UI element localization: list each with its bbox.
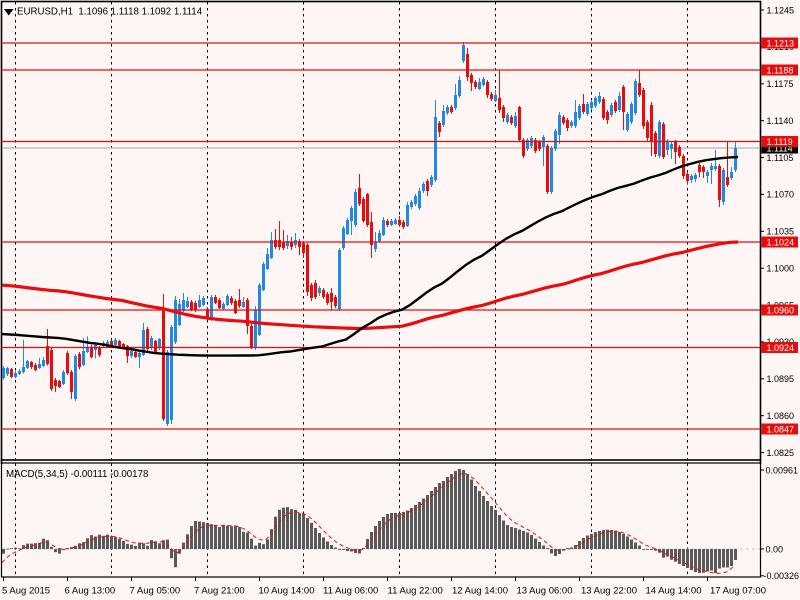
svg-text:1.1188: 1.1188 [767, 65, 794, 75]
svg-text:1.0825: 1.0825 [767, 448, 795, 458]
svg-text:1.1024: 1.1024 [767, 237, 795, 247]
svg-text:1.0960: 1.0960 [767, 305, 795, 315]
svg-text:1.0895: 1.0895 [767, 374, 795, 384]
svg-text:1.1070: 1.1070 [767, 190, 795, 200]
svg-text:1.1000: 1.1000 [767, 264, 795, 274]
svg-text:13 Aug 06:00: 13 Aug 06:00 [517, 586, 573, 597]
svg-text:17 Aug 07:00: 17 Aug 07:00 [710, 586, 766, 597]
svg-text:1.0924: 1.0924 [767, 343, 795, 353]
svg-text:0.00: 0.00 [766, 544, 784, 554]
svg-text:0.00961: 0.00961 [766, 465, 799, 475]
svg-text:6 Aug 13:00: 6 Aug 13:00 [65, 586, 116, 597]
svg-text:11 Aug 06:00: 11 Aug 06:00 [323, 586, 378, 597]
svg-text:13 Aug 22:00: 13 Aug 22:00 [581, 586, 637, 597]
svg-text:7 Aug 05:00: 7 Aug 05:00 [130, 586, 181, 597]
svg-text:-0.00326: -0.00326 [764, 571, 800, 581]
svg-text:12 Aug 14:00: 12 Aug 14:00 [452, 586, 508, 597]
svg-text:5 Aug 2015: 5 Aug 2015 [2, 586, 50, 597]
svg-text:1.1140: 1.1140 [767, 116, 794, 126]
svg-text:1.0847: 1.0847 [767, 424, 795, 434]
svg-text:MACD(5,34,5) -0.00111 -0.00178: MACD(5,34,5) -0.00111 -0.00178 [6, 469, 148, 480]
svg-text:1.1114: 1.1114 [767, 143, 793, 153]
svg-text:1.1213: 1.1213 [767, 38, 795, 48]
svg-text:1.1035: 1.1035 [767, 227, 795, 237]
svg-text:11 Aug 22:00: 11 Aug 22:00 [388, 586, 443, 597]
svg-text:1.1245: 1.1245 [767, 5, 795, 15]
svg-text:10 Aug 14:00: 10 Aug 14:00 [259, 586, 315, 597]
svg-text:7 Aug 21:00: 7 Aug 21:00 [194, 586, 245, 597]
svg-text:1.1105: 1.1105 [767, 153, 794, 163]
svg-text:1.1175: 1.1175 [767, 79, 794, 89]
svg-text:1.0860: 1.0860 [767, 411, 795, 421]
svg-text:EURUSD,H1 1.1096 1.1118 1.109: EURUSD,H1 1.1096 1.1118 1.1092 1.1114 [17, 7, 203, 18]
svg-text:1.1119: 1.1119 [767, 137, 793, 147]
svg-text:14 Aug 14:00: 14 Aug 14:00 [646, 586, 702, 597]
